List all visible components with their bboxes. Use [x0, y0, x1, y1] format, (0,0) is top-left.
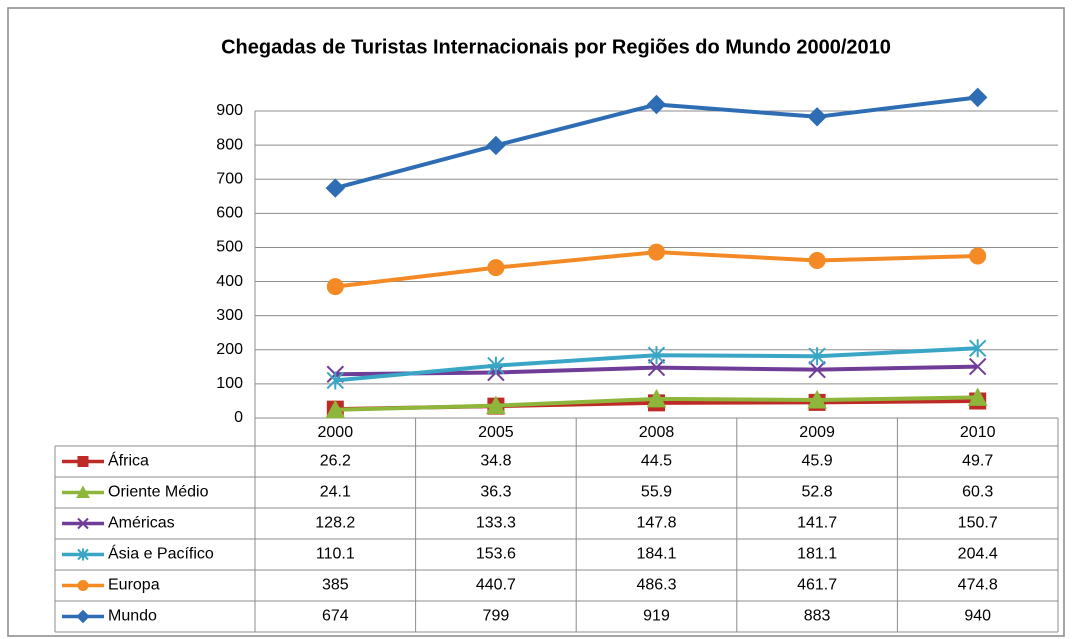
marker [325, 178, 346, 198]
marker [647, 358, 666, 377]
chart-title: Chegadas de Turistas Internacionais por … [221, 36, 891, 58]
marker [807, 107, 827, 127]
y-tick-label: 500 [216, 239, 243, 256]
table-cell: 919 [643, 608, 670, 625]
table-cell: 52.8 [802, 484, 833, 501]
table-cell: 26.2 [320, 453, 351, 470]
y-tick-label: 300 [216, 307, 243, 324]
legend-label: Europa [108, 577, 160, 594]
x-tick-label: 2005 [478, 424, 514, 441]
marker [968, 339, 987, 358]
legend-label: Ásia e Pacífico [108, 544, 214, 563]
marker [487, 259, 505, 277]
table-cell: 55.9 [641, 484, 672, 501]
table-cell: 385 [322, 577, 349, 594]
marker [808, 252, 826, 269]
table-cell: 799 [483, 608, 510, 625]
y-tick-label: 700 [216, 170, 243, 187]
table-cell: 141.7 [797, 515, 837, 532]
marker [326, 371, 345, 390]
marker [76, 609, 90, 624]
marker [968, 357, 987, 376]
marker [808, 347, 826, 366]
table-cell: 110.1 [316, 546, 355, 563]
table-cell: 461.7 [797, 577, 837, 594]
table-cell: 45.9 [802, 453, 833, 470]
legend-label: África [108, 451, 149, 470]
marker [647, 346, 666, 365]
y-tick-label: 600 [216, 205, 243, 222]
marker [77, 456, 89, 467]
marker [77, 580, 89, 591]
table-cell: 440.7 [476, 577, 516, 594]
legend-label: Oriente Médio [108, 484, 209, 501]
table-cell: 34.8 [480, 453, 511, 470]
table-cell: 49.7 [962, 453, 993, 470]
marker [77, 548, 89, 561]
marker [969, 247, 987, 265]
table-cell: 940 [964, 608, 991, 625]
table-cell: 60.3 [962, 484, 993, 501]
y-tick-label: 400 [216, 273, 243, 290]
table-cell: 486.3 [636, 577, 676, 594]
marker [647, 243, 666, 261]
x-tick-label: 2008 [639, 424, 675, 441]
table-cell: 150.7 [958, 515, 998, 532]
marker [77, 517, 89, 530]
y-tick-label: 800 [216, 136, 243, 153]
y-tick-label: 200 [216, 341, 243, 358]
marker [807, 389, 827, 409]
table-cell: 44.5 [641, 453, 672, 470]
table-cell: 674 [322, 608, 349, 625]
legend-label: Américas [108, 515, 175, 532]
marker [967, 87, 988, 108]
marker [646, 94, 667, 115]
table-cell: 883 [804, 608, 831, 625]
table-cell: 128.2 [315, 515, 355, 532]
y-tick-label: 0 [234, 409, 243, 426]
chart-frame [7, 7, 1065, 637]
marker [487, 356, 505, 375]
marker [486, 135, 506, 156]
marker [967, 387, 988, 406]
table-cell: 133.3 [476, 515, 516, 532]
marker [326, 278, 344, 296]
table-cell: 184.1 [636, 546, 676, 563]
marker [646, 388, 667, 408]
marker [808, 360, 826, 379]
x-tick-label: 2010 [960, 424, 996, 441]
table-cell: 36.3 [480, 484, 511, 501]
marker [325, 399, 346, 419]
table-cell: 204.4 [958, 546, 998, 563]
y-tick-label: 900 [216, 102, 243, 119]
table-cell: 147.8 [636, 515, 676, 532]
x-tick-label: 2000 [318, 424, 354, 441]
legend-label: Mundo [108, 608, 157, 625]
table-cell: 24.1 [320, 484, 351, 501]
y-tick-label: 100 [216, 375, 243, 392]
table-cell: 153.6 [476, 546, 516, 563]
marker [76, 485, 90, 498]
table-cell: 181.1 [797, 546, 837, 563]
marker [486, 395, 506, 415]
table-cell: 474.8 [958, 577, 998, 594]
x-tick-label: 2009 [799, 424, 835, 441]
